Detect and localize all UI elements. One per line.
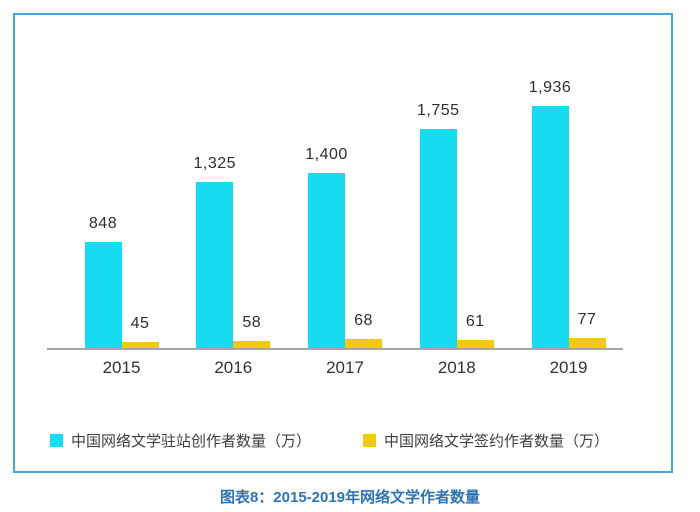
x-axis-label-2016: 2016 bbox=[214, 358, 253, 377]
x-axis-line bbox=[47, 348, 623, 350]
bar-value-label-series2-2019: 77 bbox=[577, 311, 597, 328]
bar-value-label-series1-2018: 1,755 bbox=[416, 102, 460, 119]
legend-label-series1: 中国网络文学驻站创作者数量（万） bbox=[71, 433, 312, 450]
bar-value-label-series2-2015: 45 bbox=[130, 315, 150, 332]
x-axis-label-2018: 2018 bbox=[437, 358, 476, 377]
chart-caption: 图表8：2015-2019年网络文学作者数量 bbox=[219, 489, 481, 506]
x-axis-label-2017: 2017 bbox=[326, 358, 364, 377]
bar-value-label-series1-2019: 1,936 bbox=[528, 79, 572, 96]
bar-series2-2018 bbox=[456, 340, 494, 348]
bar-value-label-series1-2015: 848 bbox=[88, 215, 118, 232]
bar-value-label-series1-2016: 1,325 bbox=[193, 155, 237, 172]
bar-series1-2017 bbox=[308, 173, 345, 348]
chart-frame: 848 45 2015 1,325 58 2016 1,400 68 2017 1,755 61 20… bbox=[13, 13, 673, 473]
bar-series2-2019 bbox=[568, 338, 606, 348]
bar-series1-2018 bbox=[419, 129, 457, 348]
bar-series2-2016 bbox=[233, 341, 271, 348]
bar-value-label-series1-2017: 1,400 bbox=[305, 146, 348, 163]
legend-item-series2: 中国网络文学签约作者数量（万） bbox=[363, 430, 609, 451]
plot-area: 848 45 2015 1,325 58 2016 1,400 68 2017 1,755 61 20… bbox=[15, 15, 671, 471]
legend-swatch-icon bbox=[363, 434, 376, 447]
bar-value-label-series2-2016: 58 bbox=[242, 314, 262, 331]
x-axis-label-2015: 2015 bbox=[102, 358, 141, 377]
bar-value-label-series2-2018: 61 bbox=[465, 313, 485, 330]
bar-series2-2017 bbox=[345, 339, 382, 348]
bar-series1-2016 bbox=[196, 182, 234, 348]
legend-label-series2: 中国网络文学签约作者数量（万） bbox=[384, 433, 610, 450]
bar-series2-2015 bbox=[121, 342, 159, 348]
legend-swatch-icon bbox=[50, 434, 63, 447]
bar-series1-2019 bbox=[531, 106, 569, 348]
bar-value-label-series2-2017: 68 bbox=[354, 312, 373, 329]
legend-item-series1: 中国网络文学驻站创作者数量（万） bbox=[50, 430, 311, 451]
x-axis-label-2019: 2019 bbox=[549, 358, 588, 377]
bar-series1-2015 bbox=[84, 242, 122, 348]
